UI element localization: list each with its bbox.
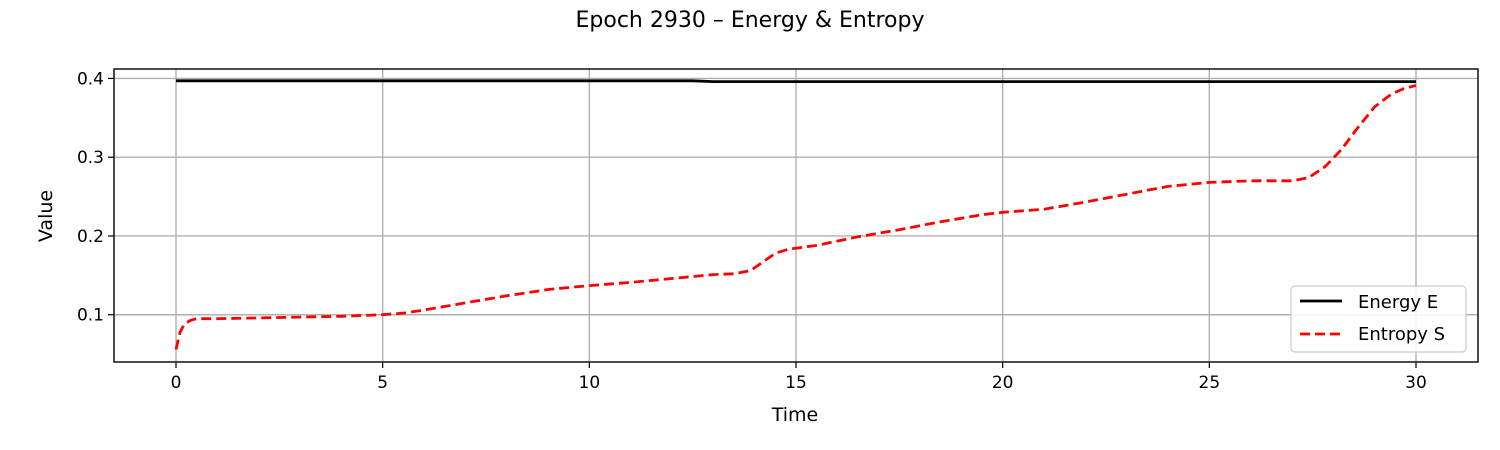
legend: Energy E Entropy S: [1290, 285, 1467, 353]
legend-label-energy: Energy E: [1358, 292, 1438, 313]
x-tick-label: 10: [579, 373, 601, 393]
x-tick-label: 25: [1199, 373, 1221, 393]
legend-box: [1290, 285, 1467, 353]
chart-title: Epoch 2930 – Energy & Entropy: [576, 8, 925, 33]
x-tick-label: 5: [377, 373, 388, 393]
grid: [114, 69, 1478, 362]
y-tick-label: 0.1: [77, 306, 104, 326]
x-tick-label: 20: [992, 373, 1014, 393]
series-energy-line: [176, 79, 1416, 83]
x-tick-label: 15: [785, 373, 807, 393]
x-axis-label: Time: [771, 404, 819, 426]
y-axis: 0.1 0.2 0.3 0.4: [77, 69, 114, 326]
x-axis: 0 5 10 15 20 25 30: [171, 362, 1427, 393]
x-tick-label: 0: [171, 373, 182, 393]
y-tick-label: 0.4: [77, 69, 104, 89]
y-tick-label: 0.2: [77, 227, 104, 247]
x-tick-label: 30: [1405, 373, 1427, 393]
y-tick-label: 0.3: [77, 148, 104, 168]
series-layer: [174, 79, 1417, 350]
series-entropy-line: [174, 84, 1417, 350]
legend-label-entropy: Entropy S: [1358, 324, 1445, 345]
y-axis-label: Value: [35, 190, 57, 242]
